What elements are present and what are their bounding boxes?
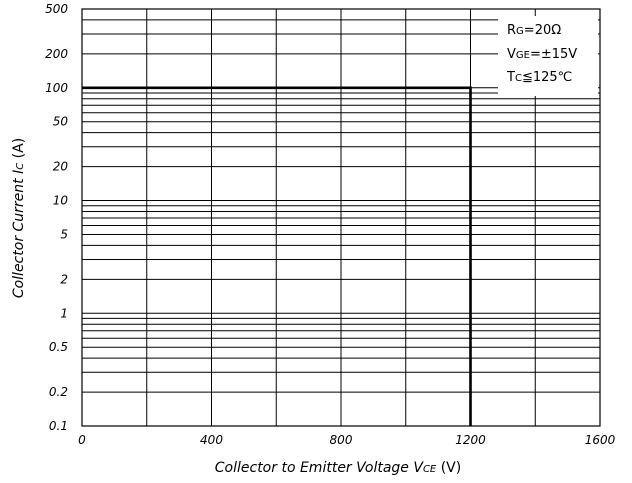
x-tick-labels: 0 400 800 1200 1600 [78,433,615,447]
x-tick-label: 1200 [455,433,486,447]
y-tick-label: 5 [60,227,68,241]
y-tick-label: 0.5 [49,340,68,354]
y-tick-label: 100 [45,81,68,95]
y-tick-label: 20 [53,160,69,174]
x-tick-label: 400 [200,433,223,447]
y-tick-label: 0.2 [49,385,68,399]
y-tick-label: 0.1 [49,419,68,433]
y-tick-label: 2 [60,272,68,286]
y-tick-label: 200 [45,47,68,61]
x-tick-label: 800 [330,433,353,447]
legend-rg: RG=20Ω [507,23,561,38]
soa-boundary-line [82,86,472,426]
legend-background [498,16,598,96]
plot-frame [81,8,601,427]
legend-tc: TC≦125℃ [506,70,572,85]
y-axis-title: Collector Current IC (A) [11,138,27,298]
y-tick-labels: 0.1 0.2 0.5 1 2 5 10 20 50 100 200 500 [45,2,68,433]
legend-vge: VGE=±15V [507,47,577,62]
y-tick-label: 500 [45,2,68,16]
x-tick-label: 1600 [585,433,616,447]
y-tick-label: 50 [53,115,69,129]
x-axis-title: Collector to Emitter Voltage VCE (V) [215,460,461,476]
y-tick-label: 10 [53,194,69,208]
y-tick-label: 1 [60,306,68,320]
x-tick-label: 0 [78,433,86,447]
series-layer [82,86,472,426]
legend: RG=20Ω VGE=±15V TC≦125℃ [498,16,598,96]
